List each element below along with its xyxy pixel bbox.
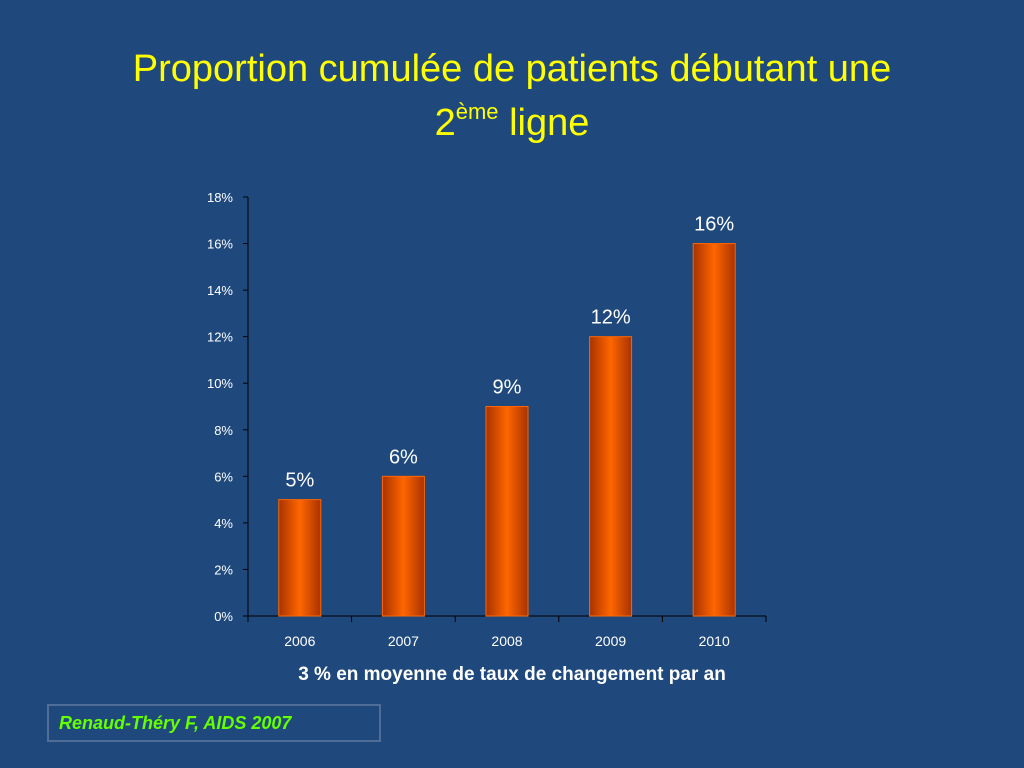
x-tick-label: 2007 xyxy=(388,633,419,649)
y-tick-label: 4% xyxy=(214,516,233,531)
bar-2007 xyxy=(381,475,425,617)
chart-bars xyxy=(278,243,736,617)
y-tick-label: 18% xyxy=(207,190,233,205)
chart-labels: 0% 2% 4% 6% 8% 10% 12% 14% 16% 18% 2006 5% 2007 6% 200… xyxy=(207,190,734,649)
title-superscript: ème xyxy=(455,99,499,124)
y-tick-label: 16% xyxy=(207,237,233,252)
y-tick-label: 6% xyxy=(214,469,233,484)
data-label: 5% xyxy=(285,470,314,492)
chart-caption: 3 % en moyenne de taux de changement par… xyxy=(298,664,726,685)
y-tick-label: 10% xyxy=(207,376,233,391)
slide-title: Proportion cumulée de patients débutant … xyxy=(0,42,1024,150)
x-tick-label: 2009 xyxy=(595,633,626,649)
title-line-2: 2ème ligne xyxy=(0,96,1024,150)
x-tick-label: 2010 xyxy=(699,633,730,649)
bar-2009 xyxy=(589,336,633,617)
data-label: 16% xyxy=(694,214,734,236)
data-label: 6% xyxy=(389,446,418,468)
y-tick-label: 0% xyxy=(214,609,233,624)
title-line-1: Proportion cumulée de patients débutant … xyxy=(132,48,892,90)
bar-2006 xyxy=(278,499,322,617)
bar-2010 xyxy=(692,243,736,617)
data-label: 12% xyxy=(591,307,631,329)
y-tick-label: 14% xyxy=(207,283,233,298)
title-word: ligne xyxy=(509,102,590,144)
y-tick-label: 8% xyxy=(214,423,233,438)
y-tick-label: 12% xyxy=(207,330,233,345)
citation-box: Renaud-Théry F, AIDS 2007 xyxy=(47,704,381,742)
x-tick-label: 2008 xyxy=(491,633,522,649)
x-tick-label: 2006 xyxy=(284,633,315,649)
y-tick-label: 2% xyxy=(214,562,233,577)
title-number: 2 xyxy=(434,102,456,144)
bar-2008 xyxy=(485,406,529,617)
data-label: 9% xyxy=(493,377,522,399)
